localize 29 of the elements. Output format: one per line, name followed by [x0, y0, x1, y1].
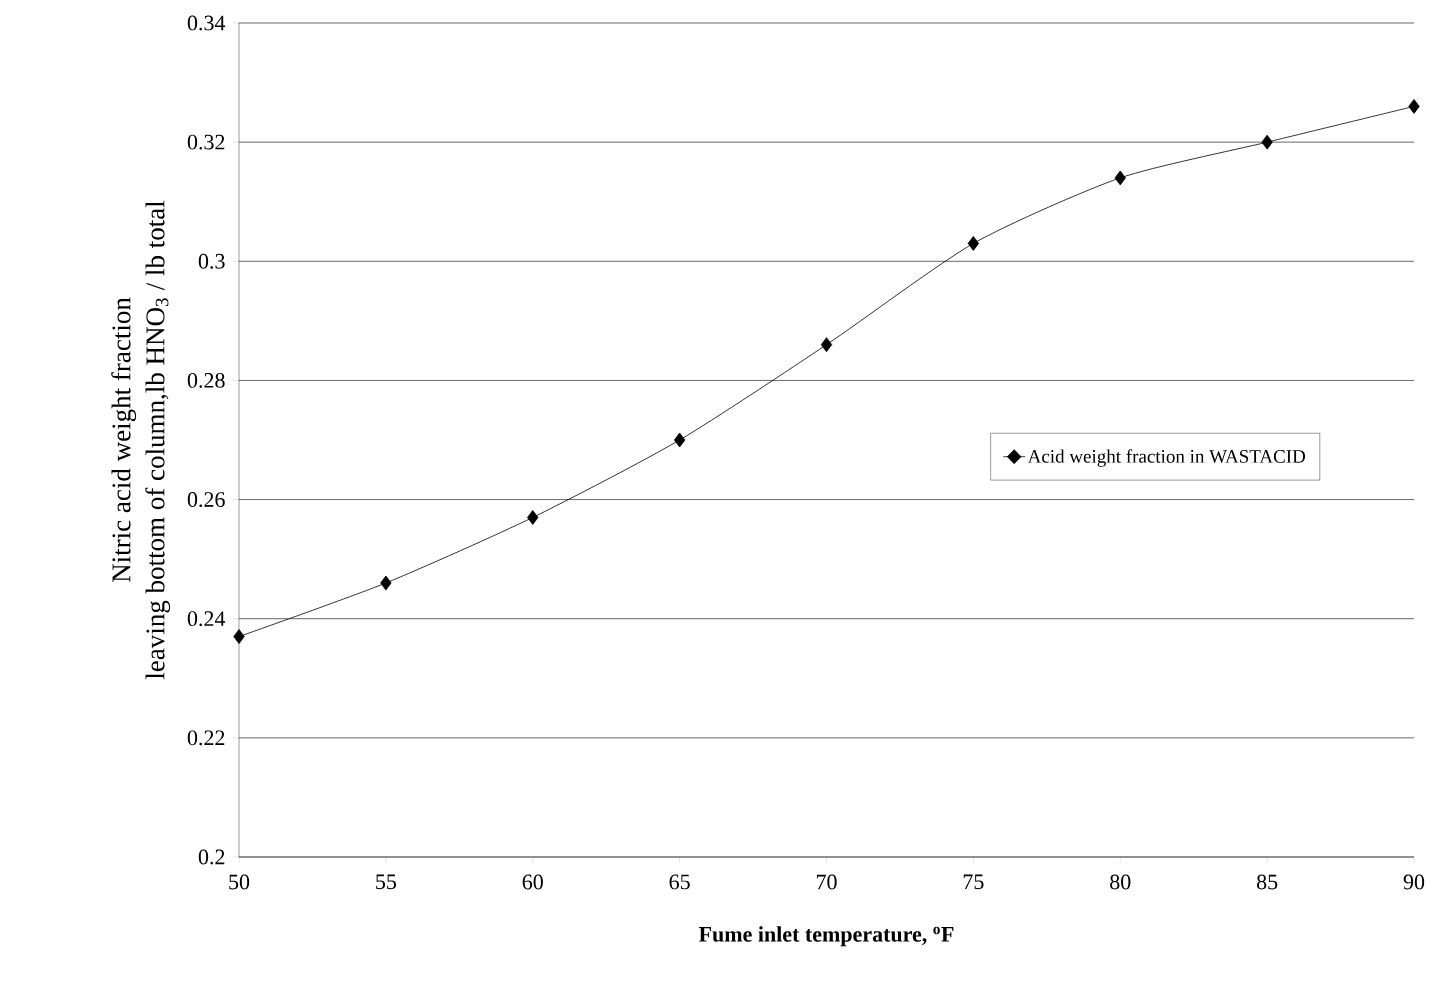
- x-tick-label: 80: [1110, 874, 1131, 890]
- point: [527, 510, 539, 525]
- point: [380, 575, 392, 591]
- point: [820, 337, 833, 353]
- y-tick-label: 0.26: [187, 492, 225, 508]
- x-tick-label: 75: [963, 874, 984, 890]
- x-axis-title: Fume inlet temperature, $^{o}$F: [698, 926, 954, 947]
- x-tick-label: 70: [816, 874, 837, 890]
- point: [1261, 134, 1273, 150]
- x-tick-label: 85: [1256, 874, 1278, 890]
- x-tick-label: 50: [229, 874, 250, 890]
- y-tick-label: 0.32: [187, 134, 225, 150]
- x-tick-label: 60: [522, 874, 543, 890]
- y-tick-label: 0.2: [198, 849, 225, 865]
- x-tick-label: 55: [376, 874, 397, 890]
- point: [1114, 170, 1126, 186]
- point: [233, 629, 245, 644]
- point: [673, 432, 686, 448]
- y-tick-label: 0.24: [187, 611, 226, 627]
- y-tick-label: 0.22: [187, 730, 225, 746]
- y-axis-title: Nitric acid weight fraction leaving bottom of column,lb HNO$_{3}$ / lb total: [111, 200, 171, 680]
- legend-label: Acid weight fraction in WASTACID: [1027, 449, 1306, 467]
- y-tick-label: 0.34: [187, 15, 226, 31]
- point: [967, 236, 980, 251]
- x-tick-label: 65: [669, 874, 690, 890]
- point: [1408, 98, 1420, 114]
- y-tick-label: 0.3: [198, 253, 225, 269]
- x-tick-label: 90: [1403, 874, 1425, 890]
- y-tick-label: 0.28: [187, 372, 225, 388]
